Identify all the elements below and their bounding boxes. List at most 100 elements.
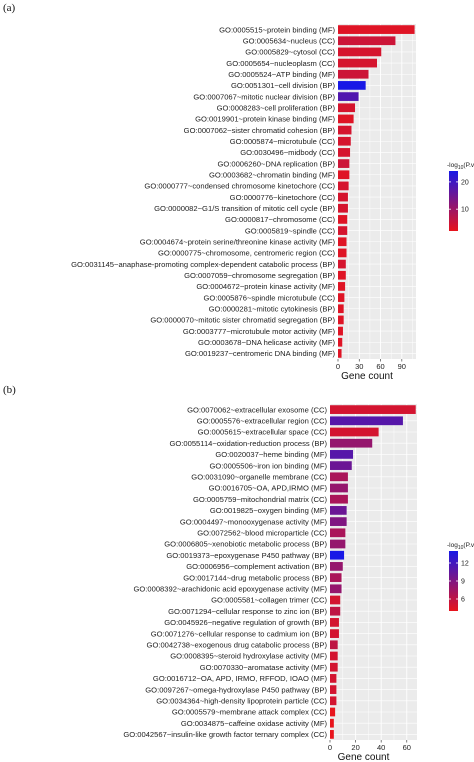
bar xyxy=(338,203,348,213)
bar xyxy=(330,528,346,538)
bar xyxy=(330,606,341,616)
category-label: GO:0000775~chromosome, centromeric regio… xyxy=(158,249,336,258)
bar xyxy=(338,103,356,113)
bar xyxy=(338,136,351,146)
panel-b-x-tick-labels: 0 20 40 60 xyxy=(328,740,411,752)
bar xyxy=(330,618,339,627)
bar xyxy=(338,25,415,34)
category-label: GO:0020037~heme binding (MF) xyxy=(215,450,327,459)
category-label: GO:0051301~cell division (BP) xyxy=(231,81,336,90)
panel-b-legend-title: -log10(P.value) xyxy=(447,542,474,551)
bar xyxy=(338,215,348,224)
bar xyxy=(338,69,369,79)
category-label: GO:0071276~cellular response to cadmium … xyxy=(151,629,328,638)
bar xyxy=(330,483,348,493)
category-label: GO:0005515~protein binding (MF) xyxy=(219,25,335,34)
category-label: GO:0000070~mitotic sister chromatid segr… xyxy=(150,316,335,325)
category-label: GO:0006260~DNA replication (BP) xyxy=(217,159,335,168)
category-label: GO:0005634~nucleus (CC) xyxy=(243,36,336,45)
x-tick-label: 30 xyxy=(355,362,363,371)
category-label: GO:0000777~condensed chromosome kinetoch… xyxy=(144,182,335,191)
bar xyxy=(338,304,344,314)
bar xyxy=(330,685,337,694)
category-label: GO:0016712~OA, APD, IRMO, RFFOD, IOAO (M… xyxy=(153,674,328,683)
category-label: GO:0005829~cytosol (CC) xyxy=(245,48,335,57)
legend-tick-label: 20 xyxy=(461,179,469,186)
panel-a-x-tick-labels: 0 30 60 90 xyxy=(336,359,406,371)
bar xyxy=(330,718,334,728)
bar xyxy=(330,651,338,661)
bar xyxy=(338,181,349,191)
category-label: GO:0008283~cell proliferation (BP) xyxy=(217,103,336,112)
category-label: GO:0005615~extracellular space (CC) xyxy=(198,428,328,437)
category-label: GO:0005506~iron ion binding (MF) xyxy=(209,461,327,470)
category-label: GO:0005876~spindle microtubule (CC) xyxy=(204,293,336,302)
bar xyxy=(338,47,382,57)
bar xyxy=(330,416,403,426)
bar xyxy=(330,662,338,672)
bar xyxy=(338,58,377,68)
category-label: GO:0070062~extracellular exosome (CC) xyxy=(187,405,327,414)
category-label: GO:0045926~negative regulation of growth… xyxy=(164,618,327,627)
bar xyxy=(330,405,416,414)
x-tick-label: 60 xyxy=(403,743,411,752)
category-label: GO:0008395~steroid hydroxylase activity … xyxy=(170,652,327,661)
panel-b-legend-ticks: 6 9 12 xyxy=(449,561,469,604)
bar xyxy=(338,92,359,101)
category-label: GO:0097267~omega-hydroxylase P450 pathwa… xyxy=(145,685,327,694)
bar xyxy=(330,517,347,526)
category-label: GO:0007067~mitotic nuclear division (BP) xyxy=(193,92,335,101)
bar xyxy=(338,315,344,325)
category-label: GO:0004497~monooxygenase activity (MF) xyxy=(180,517,328,526)
category-label: GO:0042738~exogenous drug catabolic proc… xyxy=(147,641,328,650)
bar xyxy=(330,584,342,594)
x-tick-label: 60 xyxy=(376,362,384,371)
category-label: GO:0017144~drug metabolic process (BP) xyxy=(183,573,327,582)
bar xyxy=(338,159,350,168)
category-label: GO:0042567~insulin-like growth factor te… xyxy=(123,730,327,739)
category-label: GO:0007062~sister chromatid cohesion (BP… xyxy=(184,126,336,135)
bar xyxy=(338,293,345,302)
bar xyxy=(330,539,346,549)
category-label: GO:0003682~chromatin binding (MF) xyxy=(209,170,335,179)
bar xyxy=(338,192,348,202)
bar xyxy=(330,438,373,448)
bar xyxy=(330,696,337,706)
bar xyxy=(330,562,343,571)
bar xyxy=(330,640,338,650)
panel-b-bars xyxy=(330,405,416,739)
category-label: GO:0005581~collagen trimer (CC) xyxy=(211,596,327,605)
category-label: GO:0016705~OA, APD,IRMO (MF) xyxy=(209,484,328,493)
bar xyxy=(330,674,337,683)
bar xyxy=(338,326,343,336)
category-label: GO:0006956~complement activation (BP) xyxy=(186,562,327,571)
category-label: GO:0005759~mitochondrial matrix (CC) xyxy=(193,495,327,504)
bar xyxy=(338,248,347,258)
category-label: GO:0005579~membrane attack complex (CC) xyxy=(172,708,328,717)
category-label: GO:0006805~xenobiotic metabolic process … xyxy=(164,540,327,549)
bar xyxy=(338,237,347,247)
bar xyxy=(338,36,396,46)
bar xyxy=(330,450,354,459)
panel-b-x-axis-title: Gene count xyxy=(338,752,390,762)
bar xyxy=(330,573,342,582)
bar xyxy=(338,337,343,347)
panel-b-legend-colorbar xyxy=(449,551,458,611)
category-label: GO:0019237~centromeric DNA binding (MF) xyxy=(185,349,336,358)
bar xyxy=(330,427,379,437)
category-label: GO:0005524~ATP binding (MF) xyxy=(228,70,335,79)
panel-a-bars xyxy=(338,25,415,358)
x-tick-label: 0 xyxy=(328,743,332,752)
category-label: GO:0072562~blood microparticle (CC) xyxy=(197,529,327,538)
panel-a-legend-title: -log10(P.value) xyxy=(447,162,474,171)
category-label: GO:0000082~G1/S transition of mitotic ce… xyxy=(154,204,335,213)
category-label: GO:0003777~microtubule motor activity (M… xyxy=(183,327,336,336)
legend-tick-label: 12 xyxy=(461,561,469,568)
bar xyxy=(330,595,341,605)
x-tick-label: 40 xyxy=(377,743,385,752)
category-label: GO:0005576~extracellular region (CC) xyxy=(197,417,328,426)
category-label: GO:0005874~microtubule (CC) xyxy=(230,137,336,146)
panel-b-legend: -log10(P.value) 6 9 12 xyxy=(447,542,474,611)
category-label: GO:0005654~nucleoplasm (CC) xyxy=(226,59,335,68)
bar xyxy=(330,707,336,717)
